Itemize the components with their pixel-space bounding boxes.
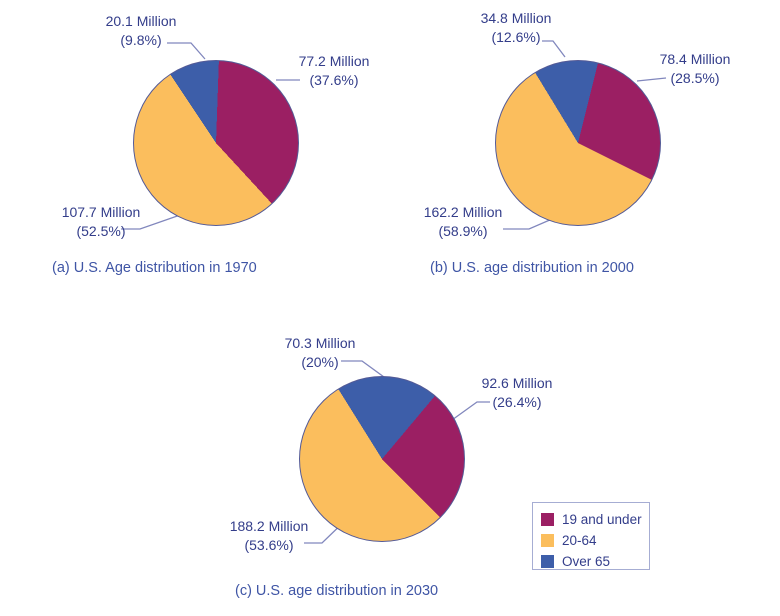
legend-label: 19 and under	[562, 512, 642, 527]
label-percent: (53.6%)	[244, 537, 294, 553]
label-value: 78.4 Million	[659, 51, 731, 67]
label-2030-19under: 92.6 Million (26.4%)	[474, 374, 560, 412]
label-value: 34.8 Million	[480, 10, 552, 26]
label-1970-2064: 107.7 Million (52.5%)	[55, 203, 147, 241]
label-value: 92.6 Million	[481, 375, 553, 391]
caption-chart-c: (c) U.S. age distribution in 2030	[235, 583, 439, 599]
legend-item-19-and-under: 19 and under	[541, 511, 649, 528]
label-value: 77.2 Million	[298, 53, 370, 69]
legend: 19 and under 20-64 Over 65	[532, 502, 650, 570]
legend-item-20-64: 20-64	[541, 532, 649, 549]
label-percent: (26.4%)	[492, 394, 542, 410]
pie-chart-2000	[495, 60, 661, 226]
label-percent: (9.8%)	[120, 32, 162, 48]
label-percent: (12.6%)	[491, 29, 541, 45]
label-1970-19under: 77.2 Million (37.6%)	[295, 52, 373, 90]
caption-chart-a: (a) U.S. Age distribution in 1970	[52, 260, 257, 276]
label-percent: (28.5%)	[670, 70, 720, 86]
legend-swatch-20-64	[541, 534, 554, 547]
label-2000-over65: 34.8 Million (12.6%)	[473, 9, 559, 47]
legend-label: 20-64	[562, 533, 597, 548]
label-percent: (52.5%)	[76, 223, 126, 239]
label-percent: (37.6%)	[309, 72, 359, 88]
label-percent: (20%)	[301, 354, 339, 370]
label-2000-19under: 78.4 Million (28.5%)	[653, 50, 737, 88]
caption-chart-b: (b) U.S. age distribution in 2000	[430, 260, 634, 276]
label-2030-2064: 188.2 Million (53.6%)	[218, 517, 320, 555]
label-percent: (58.9%)	[438, 223, 488, 239]
pie-chart-2030	[299, 376, 465, 542]
legend-swatch-over-65	[541, 555, 554, 568]
label-1970-over65: 20.1 Million (9.8%)	[98, 12, 184, 50]
pie-chart-1970	[133, 60, 299, 226]
label-value: 162.2 Million	[423, 204, 503, 220]
label-value: 107.7 Million	[61, 204, 141, 220]
label-value: 70.3 Million	[284, 335, 356, 351]
label-value: 188.2 Million	[229, 518, 309, 534]
label-value: 20.1 Million	[105, 13, 177, 29]
label-2000-2064: 162.2 Million (58.9%)	[415, 203, 511, 241]
legend-label: Over 65	[562, 554, 611, 569]
legend-item-over-65: Over 65	[541, 553, 649, 570]
legend-swatch-19-and-under	[541, 513, 554, 526]
label-2030-over65: 70.3 Million (20%)	[277, 334, 363, 372]
